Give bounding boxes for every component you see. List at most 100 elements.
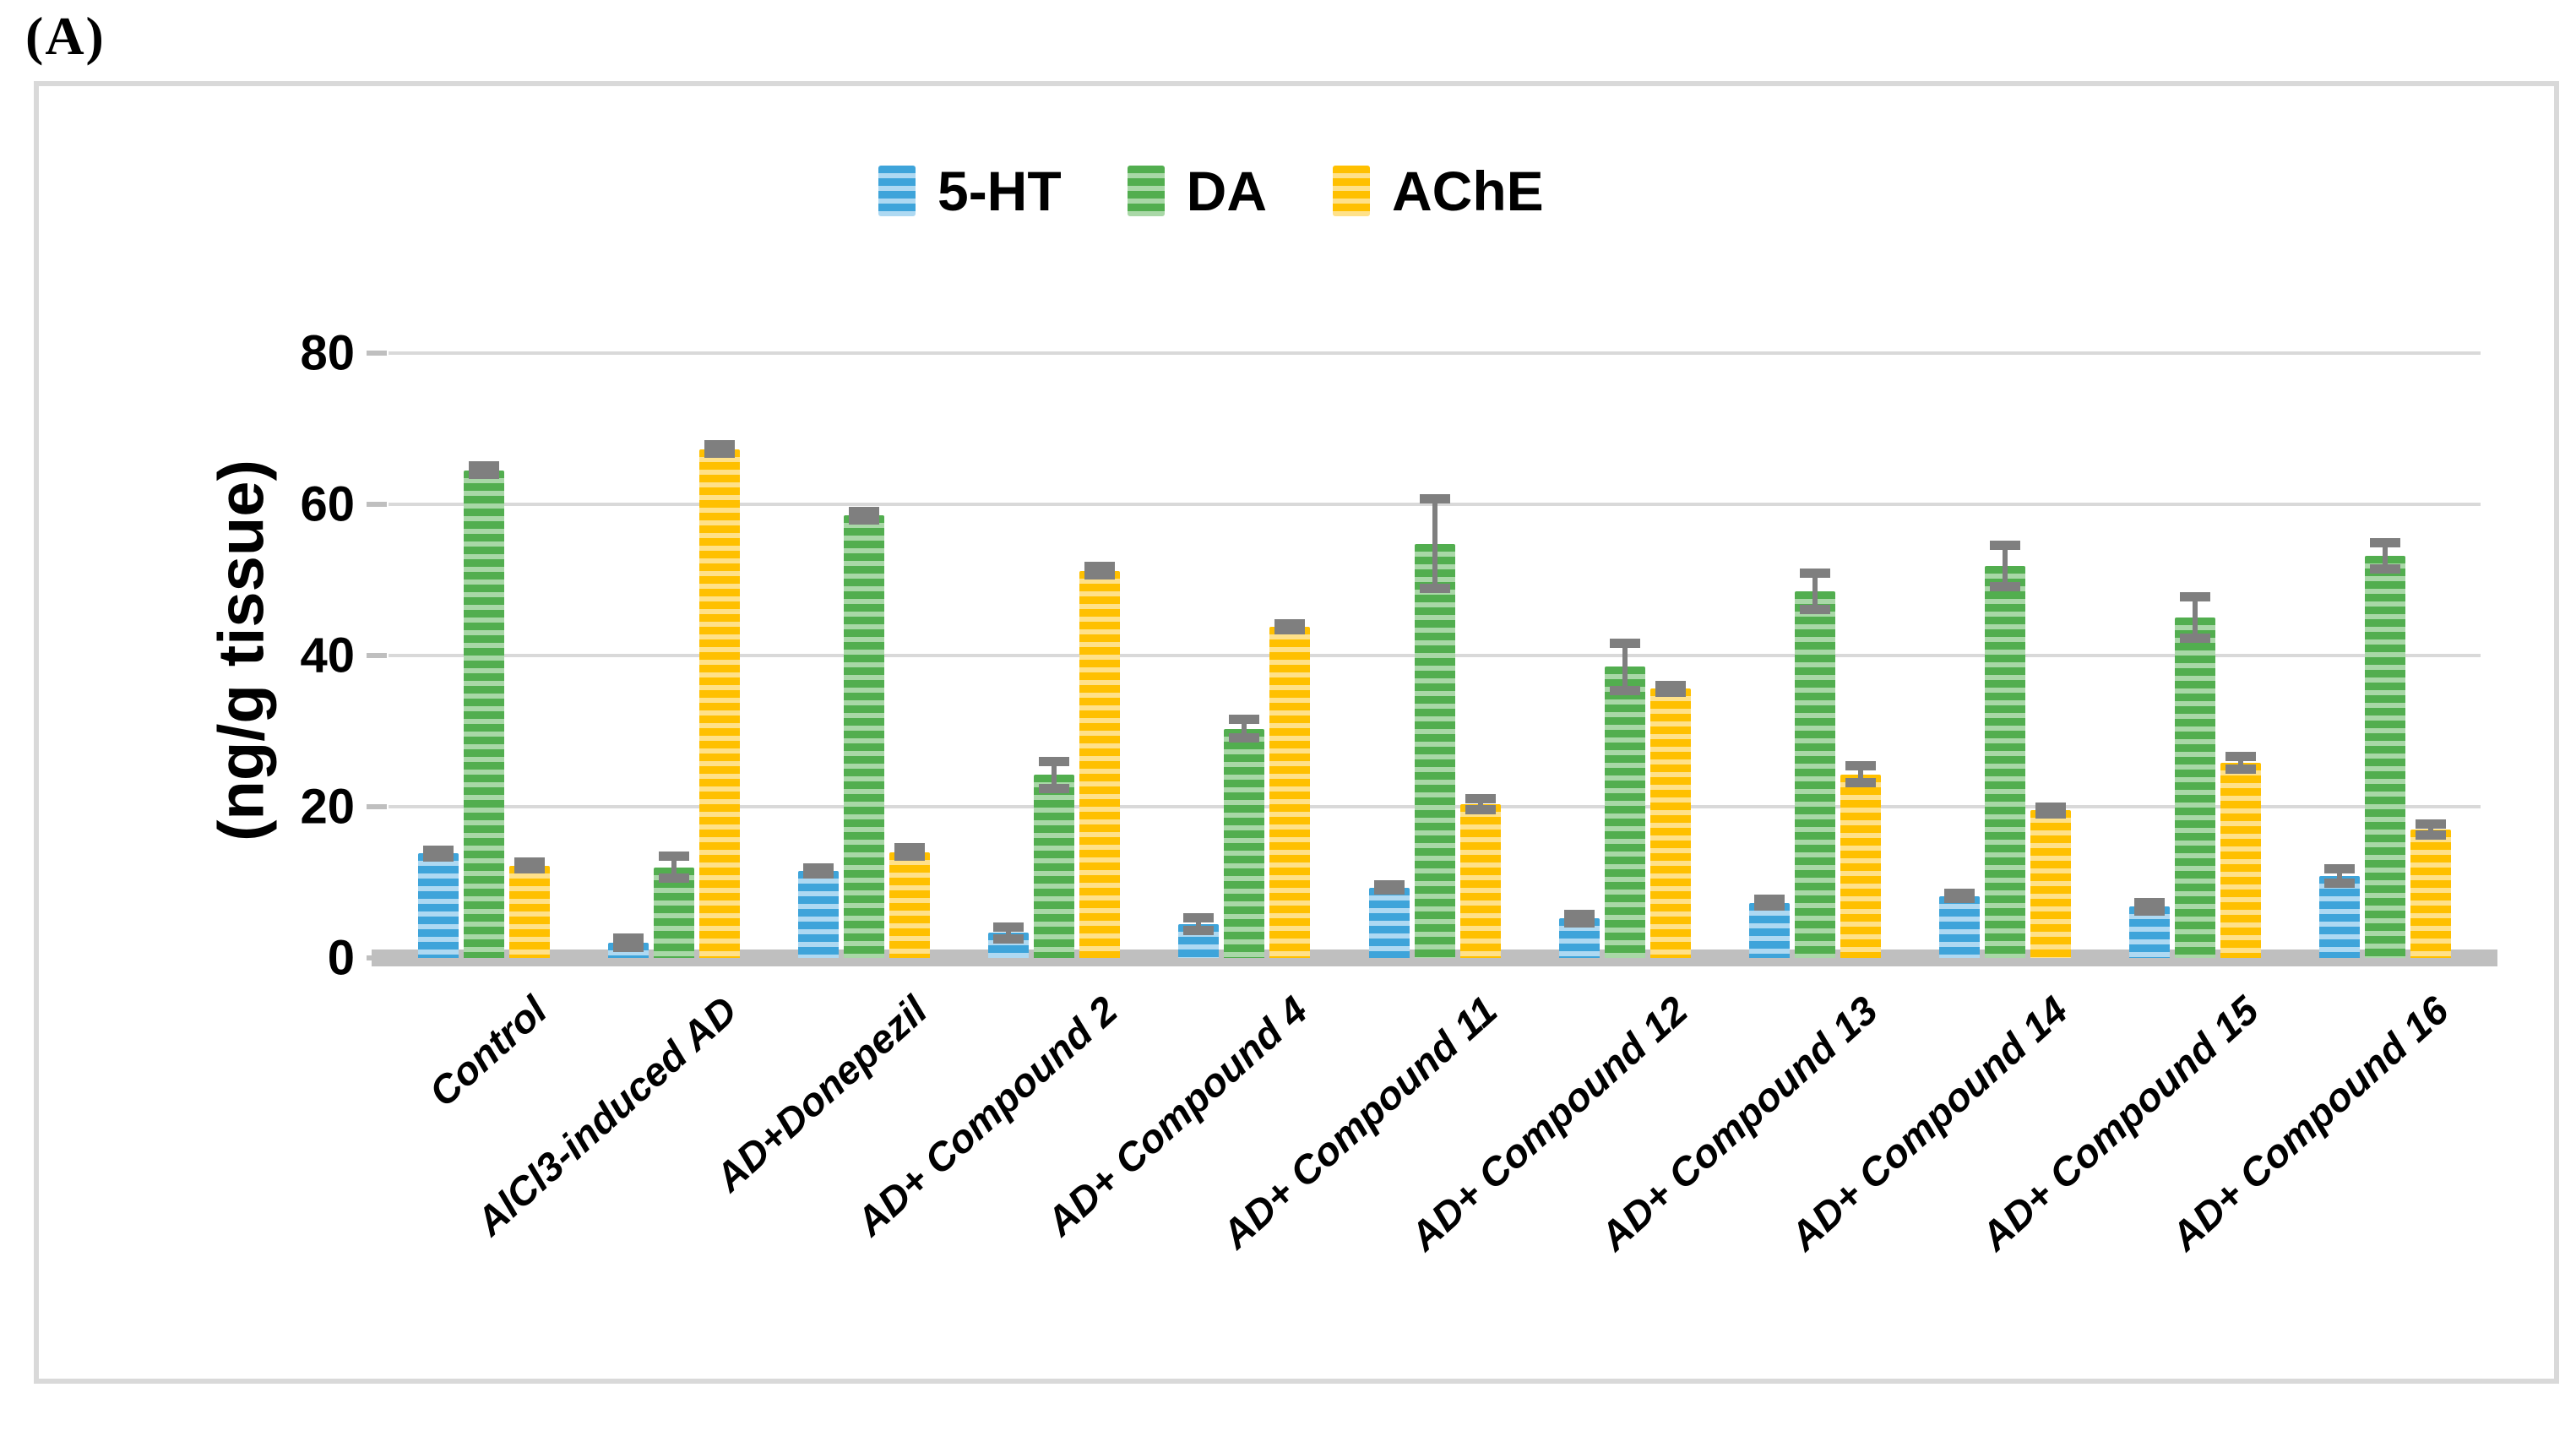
bar-AChE-AD+Donepezil <box>889 852 930 958</box>
error-cap-top-5-HT-AD+Donepezil <box>802 863 834 873</box>
error-bar-AChE-AD+ Compound 13 <box>1857 764 1863 784</box>
legend-item-da: DA <box>1127 159 1267 223</box>
error-cap-bottom-DA-AD+ Compound 16 <box>2370 563 2401 574</box>
bar-AChE-AD+ Compound 16 <box>2410 829 2452 958</box>
gridline-80 <box>389 351 2481 355</box>
error-bar-DA-AD+ Compound 11 <box>1432 498 1437 590</box>
error-cap-top-DA-AD+ Compound 15 <box>2180 592 2211 602</box>
error-bar-DA-AD+ Compound 13 <box>1812 572 1818 611</box>
error-cap-top-5-HT-AD+ Compound 2 <box>993 922 1024 933</box>
error-cap-bottom-5-HT-Control <box>422 852 454 862</box>
bar-5-HT-AD+ Compound 14 <box>1939 895 1981 958</box>
error-cap-bottom-DA-AD+ Compound 13 <box>1799 605 1830 615</box>
error-cap-bottom-AChE-AD+ Compound 13 <box>1845 778 1876 788</box>
error-cap-bottom-AChE-AD+ Compound 11 <box>1465 805 1496 815</box>
error-cap-bottom-AChE-AD+ Compound 14 <box>2035 808 2067 819</box>
error-cap-bottom-DA-AD+ Compound 12 <box>1609 686 1640 696</box>
error-cap-bottom-5-HT-AD+Donepezil <box>802 868 834 879</box>
error-cap-bottom-DA-AlCl3-induced AD <box>658 873 689 884</box>
bar-AChE-AD+ Compound 15 <box>2220 763 2262 958</box>
y-tick-label-0: 0 <box>327 930 355 986</box>
legend-label-5ht: 5-HT <box>937 160 1062 222</box>
error-cap-bottom-DA-AD+ Compound 15 <box>2180 634 2211 644</box>
error-cap-top-DA-AD+ Compound 2 <box>1039 757 1070 767</box>
panel-letter-label: (A) <box>25 6 106 66</box>
error-cap-top-DA-AD+ Compound 4 <box>1229 715 1260 725</box>
bar-5-HT-AD+Donepezil <box>797 871 839 958</box>
bar-DA-AD+ Compound 13 <box>1794 590 1835 958</box>
bar-DA-AD+ Compound 15 <box>2175 618 2216 958</box>
error-cap-top-5-HT-AD+ Compound 11 <box>1373 880 1405 890</box>
bar-AChE-AD+ Compound 11 <box>1459 804 1501 958</box>
error-bar-DA-AD+ Compound 14 <box>2003 545 2008 588</box>
error-cap-top-DA-Control <box>468 461 499 471</box>
y-tick-label-80: 80 <box>300 325 355 381</box>
error-cap-top-5-HT-AD+ Compound 14 <box>1944 889 1975 899</box>
y-tick-label-60: 60 <box>300 476 355 532</box>
error-bar-DA-AlCl3-induced AD <box>671 856 677 879</box>
error-cap-bottom-5-HT-AD+ Compound 14 <box>1944 894 1975 904</box>
error-cap-top-5-HT-AD+ Compound 15 <box>2134 897 2166 907</box>
error-cap-top-DA-AD+ Compound 16 <box>2370 537 2401 547</box>
error-cap-bottom-AChE-AD+Donepezil <box>894 852 925 862</box>
legend-item-5ht: 5-HT <box>878 159 1062 223</box>
error-cap-top-AChE-AD+ Compound 15 <box>2225 752 2257 762</box>
error-cap-bottom-AChE-AD+ Compound 12 <box>1655 687 1686 697</box>
error-bar-5-HT-AD+ Compound 4 <box>1196 917 1202 931</box>
bar-5-HT-Control <box>417 853 459 958</box>
bar-AChE-AlCl3-induced AD <box>698 449 740 958</box>
error-bar-AChE-AD+ Compound 15 <box>2238 756 2244 770</box>
error-cap-top-5-HT-AD+ Compound 4 <box>1183 912 1215 922</box>
legend-label-da: DA <box>1186 160 1267 222</box>
error-cap-top-AChE-AlCl3-induced AD <box>704 440 735 450</box>
error-cap-bottom-AChE-AD+ Compound 4 <box>1274 625 1306 635</box>
error-cap-top-AChE-AD+Donepezil <box>894 843 925 853</box>
bar-AChE-AD+ Compound 14 <box>2030 810 2072 958</box>
error-cap-top-5-HT-AD+ Compound 16 <box>2324 864 2356 874</box>
y-axis-tick-20 <box>367 804 387 809</box>
legend-label-ache: AChE <box>1392 160 1544 222</box>
error-cap-top-5-HT-AD+ Compound 13 <box>1753 895 1785 905</box>
bar-DA-AD+ Compound 2 <box>1034 775 1075 958</box>
bar-DA-AD+ Compound 16 <box>2365 555 2406 958</box>
error-cap-bottom-5-HT-AD+ Compound 12 <box>1563 917 1595 928</box>
error-cap-top-AChE-Control <box>514 857 545 868</box>
bar-5-HT-AD+ Compound 16 <box>2319 876 2361 958</box>
error-bar-DA-AD+ Compound 4 <box>1242 719 1247 739</box>
error-cap-top-DA-AD+ Compound 13 <box>1799 568 1830 578</box>
error-cap-bottom-5-HT-AlCl3-induced AD <box>612 943 644 953</box>
error-bar-5-HT-AlCl3-induced AD <box>625 937 631 949</box>
bar-AChE-AD+ Compound 12 <box>1649 688 1691 958</box>
error-cap-bottom-5-HT-AD+ Compound 11 <box>1373 885 1405 895</box>
error-cap-top-DA-AD+Donepezil <box>848 507 879 517</box>
error-cap-bottom-DA-Control <box>468 470 499 480</box>
error-cap-bottom-AChE-AD+ Compound 2 <box>1084 570 1116 580</box>
error-cap-bottom-DA-AD+ Compound 11 <box>1419 584 1450 594</box>
error-bar-DA-AD+ Compound 2 <box>1052 761 1057 789</box>
y-axis-tick-40 <box>367 653 387 658</box>
error-cap-top-DA-AD+ Compound 11 <box>1419 493 1450 503</box>
error-cap-top-DA-AD+ Compound 14 <box>1990 541 2021 551</box>
bar-AChE-AD+ Compound 13 <box>1840 774 1881 958</box>
error-cap-bottom-DA-AD+Donepezil <box>848 514 879 525</box>
bar-DA-AD+Donepezil <box>843 515 884 958</box>
error-cap-top-AChE-AD+ Compound 11 <box>1465 794 1496 804</box>
error-cap-bottom-DA-AD+ Compound 2 <box>1039 783 1070 793</box>
error-cap-top-AChE-AD+ Compound 2 <box>1084 562 1116 572</box>
error-cap-top-5-HT-Control <box>422 846 454 855</box>
error-cap-top-5-HT-AD+ Compound 12 <box>1563 910 1595 920</box>
error-bar-5-HT-AD+ Compound 16 <box>2337 868 2343 884</box>
error-cap-bottom-DA-AD+ Compound 14 <box>1990 582 2021 592</box>
error-bar-5-HT-AD+ Compound 2 <box>1006 927 1012 939</box>
error-bar-DA-AD+ Compound 15 <box>2193 596 2198 639</box>
error-bar-AChE-AD+ Compound 16 <box>2428 823 2434 835</box>
error-cap-top-AChE-AD+ Compound 12 <box>1655 680 1686 690</box>
error-cap-bottom-AChE-AlCl3-induced AD <box>704 449 735 459</box>
error-cap-top-DA-AD+ Compound 12 <box>1609 638 1640 648</box>
error-cap-bottom-AChE-Control <box>514 864 545 874</box>
error-cap-bottom-DA-AD+ Compound 4 <box>1229 733 1260 743</box>
error-cap-bottom-AChE-AD+ Compound 15 <box>2225 764 2257 775</box>
bar-5-HT-AD+ Compound 13 <box>1748 902 1790 958</box>
bar-DA-AD+ Compound 12 <box>1604 667 1645 958</box>
